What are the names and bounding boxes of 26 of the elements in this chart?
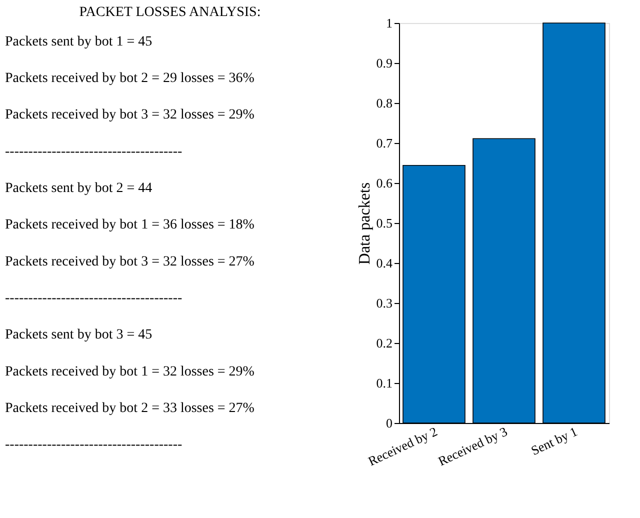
- text: --------------------------------------: [5, 144, 182, 160]
- text: Packets received by bot 1 = 32 losses = 29%: [5, 364, 255, 380]
- text: Packets sent by bot 1 = 45: [5, 34, 152, 50]
- y-axis-title: Data packets: [356, 182, 374, 265]
- y-tick-label: 0.2: [376, 336, 392, 350]
- text: PACKET LOSSES ANALYSIS:: [79, 5, 261, 20]
- y-tick-label: 0.8: [376, 96, 392, 110]
- y-tick-label: 0.7: [376, 136, 393, 150]
- text: Packets received by bot 1 = 36 losses = 18%: [5, 218, 255, 233]
- y-tick-label: 1: [386, 16, 392, 30]
- y-tick-label: 0.5: [376, 216, 392, 230]
- text: Packets sent by bot 2 = 44: [5, 181, 152, 196]
- y-tick-label: 0.4: [376, 256, 393, 270]
- y-tick-label: 0.3: [376, 296, 392, 310]
- y-tick-label: 0.1: [376, 376, 392, 390]
- text: --------------------------------------: [5, 291, 182, 306]
- y-tick-label: 0.6: [376, 176, 393, 190]
- text: Packets received by bot 2 = 29 losses = 36%: [5, 71, 255, 86]
- text: Packets received by bot 2 = 33 losses = 27%: [5, 401, 255, 416]
- x-tick-label: Sent by 1: [528, 424, 580, 458]
- y-tick-label: 0: [386, 416, 392, 430]
- text: --------------------------------------: [5, 438, 182, 453]
- text: Packets received by bot 3 = 32 losses = 29%: [5, 108, 255, 123]
- text: Packets sent by bot 3 = 45: [5, 328, 152, 343]
- y-tick-label: 0.9: [376, 56, 392, 70]
- text: Packets received by bot 3 = 32 losses = 27%: [5, 254, 255, 270]
